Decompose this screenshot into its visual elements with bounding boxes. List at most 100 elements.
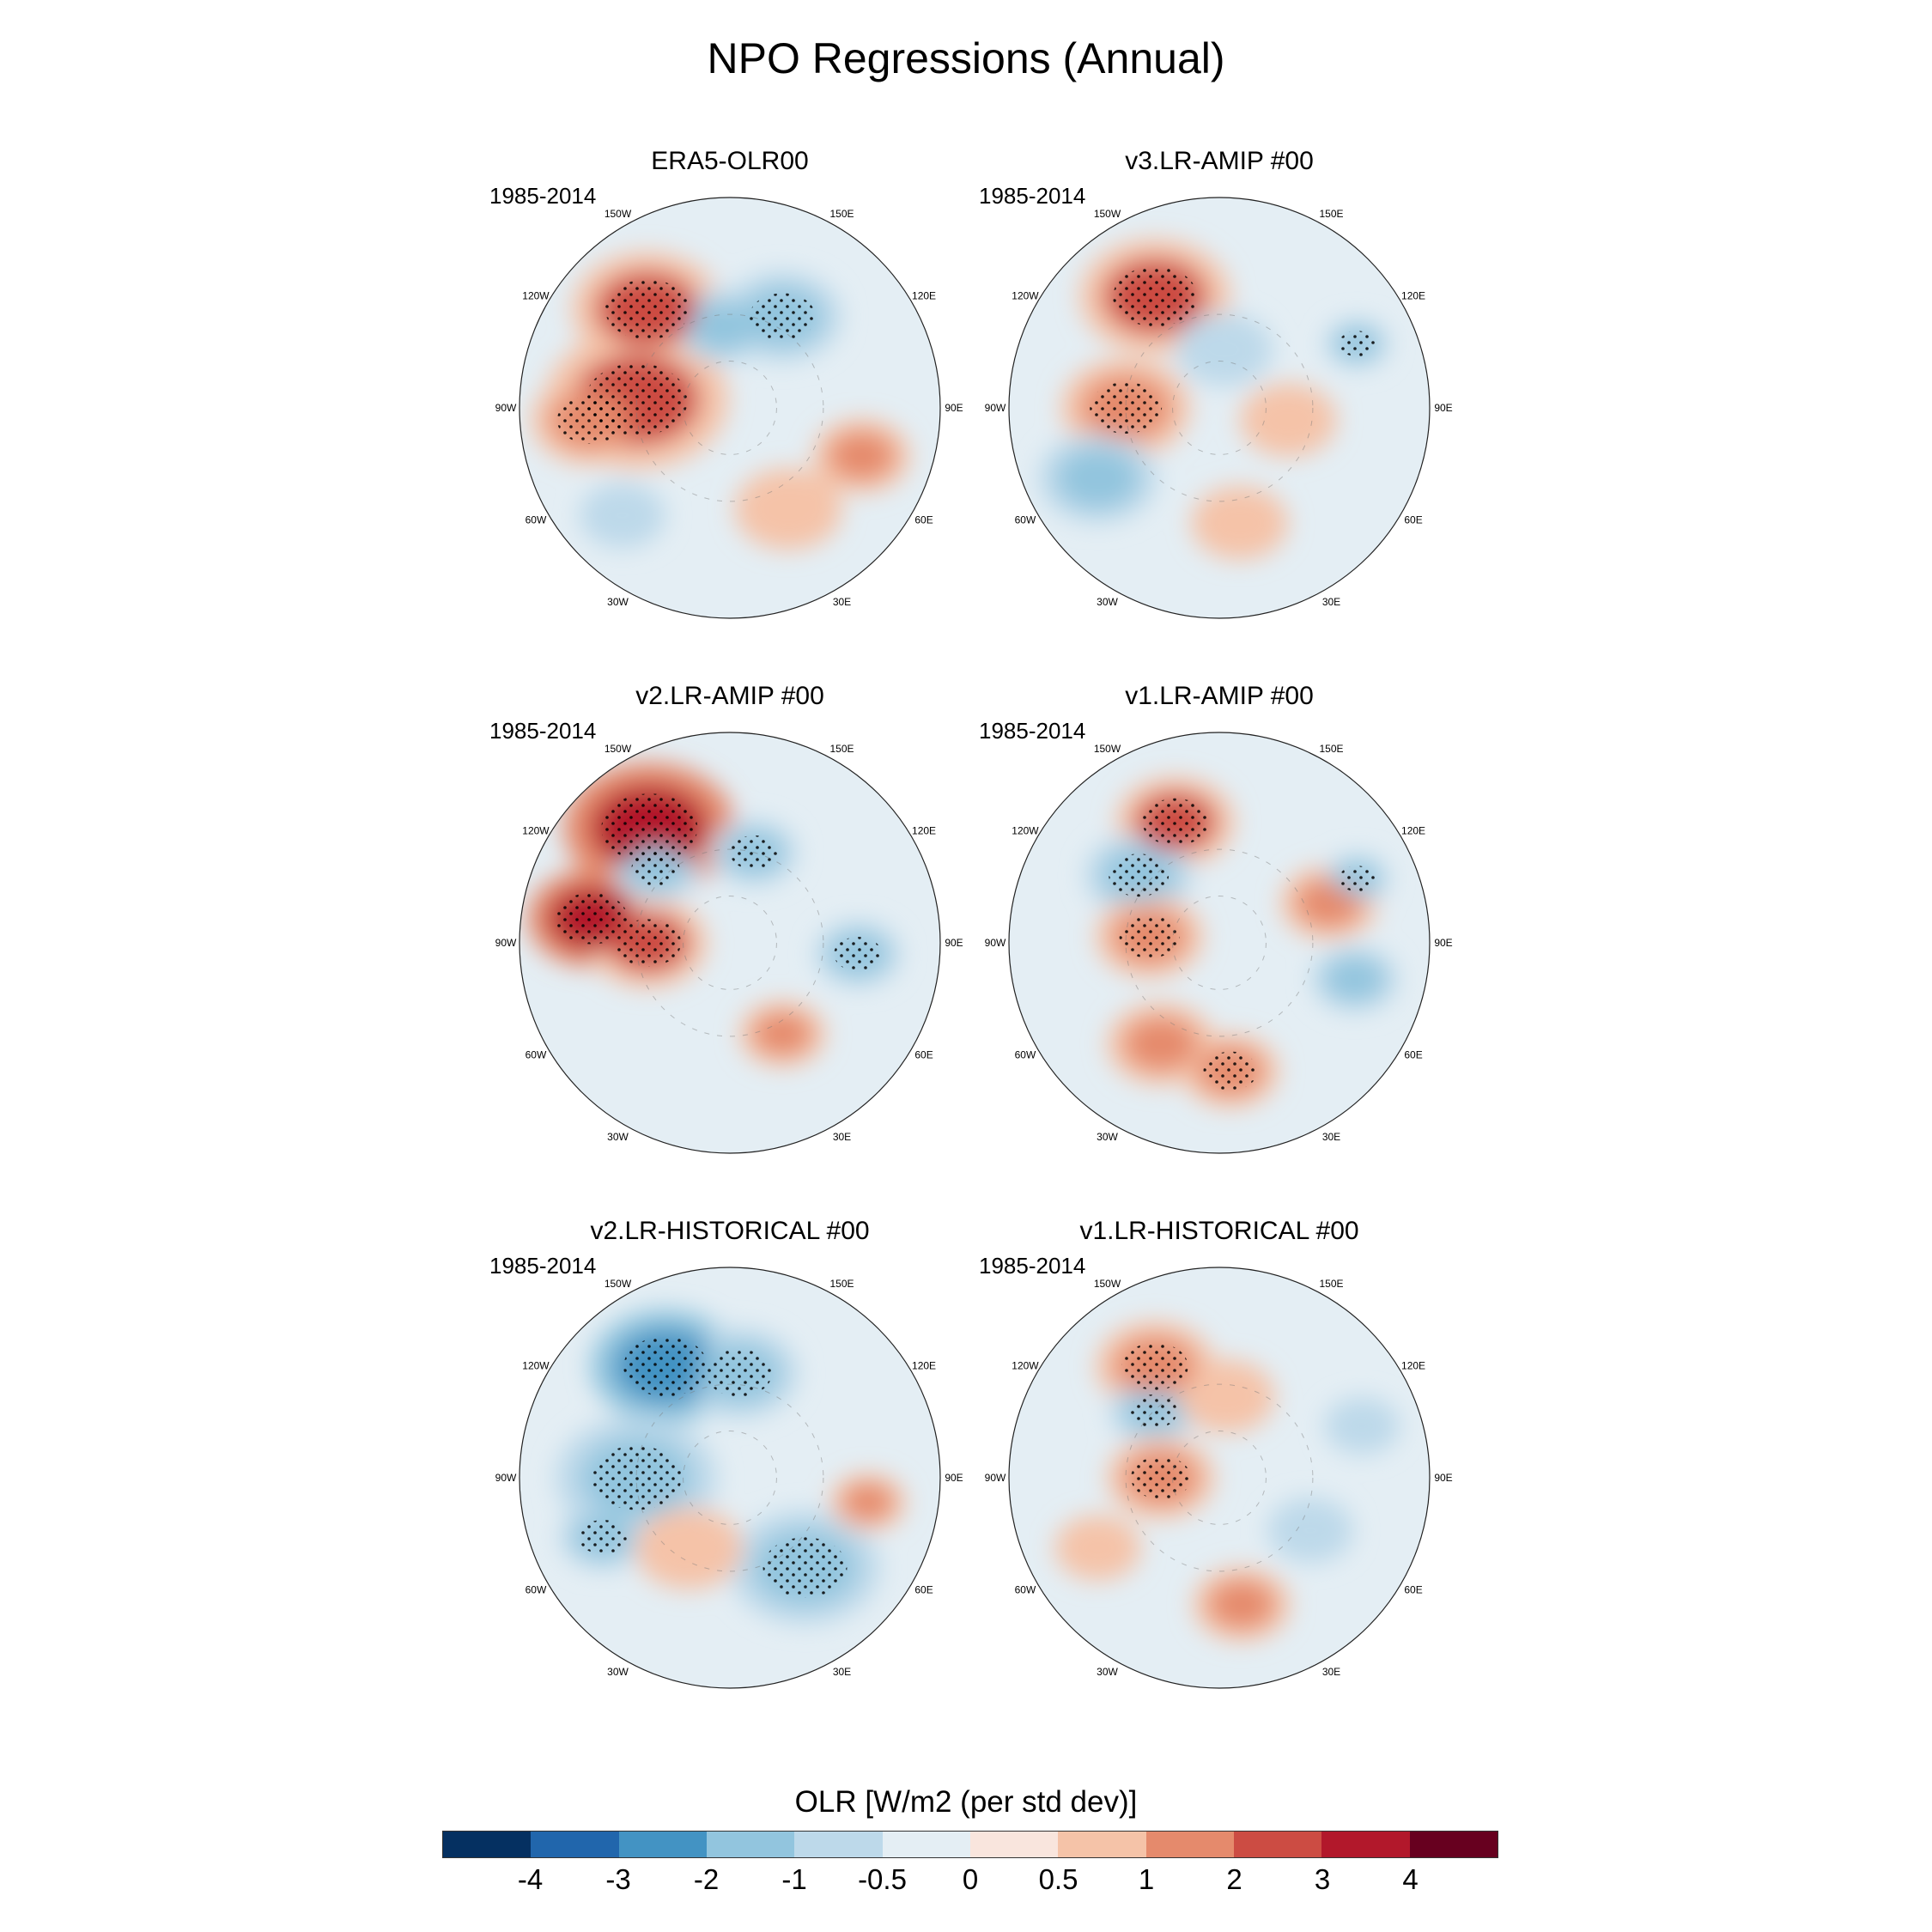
significance-stipple [1113,266,1198,327]
longitude-label: 30W [607,596,629,608]
latitude-circle [683,361,777,455]
panel-period: 1985-2014 [489,1253,597,1279]
panel-title: v1.LR-AMIP #00 [1125,682,1314,710]
anomaly-core [1208,1580,1275,1629]
polar-map: 180 150E 120E 90E 60E 30E 0 30W 60W 90W 120W 150W [985,724,1453,1162]
longitude-label: 90W [985,937,1006,949]
longitude-label: 150W [1094,208,1121,220]
panel-title: v1.LR-HISTORICAL #00 [1079,1217,1359,1245]
latitude-circle [1172,361,1267,455]
colorbar-segment [969,1832,1059,1857]
latitude-circle [635,848,824,1037]
longitude-label: 60W [1015,1584,1036,1596]
longitude-label: 150E [829,1278,854,1290]
longitude-label: 30W [607,1666,629,1678]
colorbar-tick-label: -1 [781,1863,807,1895]
anomaly-core [1255,396,1321,445]
longitude-label: 30W [1097,1666,1118,1678]
significance-stipple [601,793,698,863]
main-title: NPO Regressions (Annual) [707,34,1225,82]
longitude-label: 30W [1097,1131,1118,1143]
latitude-circle [683,1431,777,1525]
colorbar-segment [443,1832,532,1857]
field-layer [1009,1267,1430,1688]
colorbar-tick-label: 1 [1138,1863,1155,1895]
longitude-label: 60E [914,514,933,526]
colorbar-tick-label: -0.5 [858,1863,907,1895]
longitude-label: 30E [1322,596,1340,608]
anomaly-core [1336,1406,1388,1445]
longitude-label: 60W [526,1584,547,1596]
colorbar-segment [794,1832,883,1857]
longitude-label: 120W [522,290,550,302]
significance-stipple [615,919,682,967]
significance-stipple [578,1520,627,1555]
colorbar-segment [1321,1832,1410,1857]
significance-stipple [749,293,816,341]
anomaly-core [751,482,825,536]
map-boundary [1008,197,1431,619]
longitude-label: 0 [1217,1161,1223,1162]
longitude-label: 90W [495,937,517,949]
longitude-label: 0 [1217,626,1223,627]
colorbar-title: OLR [W/m2 (per std dev)] [794,1785,1138,1819]
significance-stipple [556,892,629,945]
polar-map: 180 150E 120E 90E 60E 30E 0 30W 60W 90W 120W 150W [495,189,963,627]
longitude-label: 120W [1012,290,1039,302]
longitude-label: 60E [1404,514,1422,526]
longitude-label: 120W [522,825,550,837]
anomaly-core [1194,1372,1260,1420]
field-layer [519,1267,940,1688]
longitude-label: 90W [495,1472,517,1484]
panel-v3-amip: v3.LR-AMIP #00 1985-2014 180 150E 120E 90E 6… [979,146,1460,627]
longitude-label: 120E [912,1360,936,1372]
colorbar-tick-label: 4 [1402,1863,1419,1895]
panel-title: ERA5-OLR00 [651,147,809,175]
longitude-label: 120E [1401,1360,1425,1372]
longitude-label: 150W [605,743,632,755]
polar-map: 180 150E 120E 90E 60E 30E 0 30W 60W 90W 120W 150W [495,1259,963,1697]
longitude-label: 60W [1015,514,1036,526]
colorbar-tick-label: 2 [1226,1863,1242,1895]
significance-stipple [605,279,690,340]
significance-stipple [556,396,623,444]
panel-period: 1985-2014 [979,1253,1086,1279]
longitude-label: 150W [1094,1278,1121,1290]
latitude-circle [635,1383,824,1572]
longitude-label: 180 [1211,1259,1228,1260]
panel-v1-amip: v1.LR-AMIP #00 1985-2014 180 150E 120E 90E 6… [979,681,1460,1162]
panel-period: 1985-2014 [489,718,597,744]
longitude-label: 150E [1319,1278,1343,1290]
significance-stipple [1203,1051,1258,1091]
longitude-label: 30E [1322,1666,1340,1678]
latitude-circle [635,313,824,502]
longitude-label: 180 [721,724,738,725]
longitude-label: 60W [526,514,547,526]
anomaly-core [1068,1526,1127,1570]
longitude-label: 60W [526,1049,547,1061]
significance-stipple [762,1537,848,1598]
anomaly-core [753,1012,812,1055]
significance-stipple [1339,331,1376,357]
significance-stipple [834,937,883,972]
longitude-label: 150E [1319,743,1343,755]
colorbar-tick-label: 0.5 [1038,1863,1078,1895]
significance-stipple [1142,798,1209,846]
longitude-label: 30E [833,596,851,608]
field-layer [519,732,940,1153]
panel-v2-historical: v2.LR-HISTORICAL #00 1985-2014 180 150E 12… [489,1216,970,1697]
longitude-label: 150W [1094,743,1121,755]
anomaly-core [1281,1509,1340,1552]
colorbar [442,1831,1498,1858]
panel-v2-amip: v2.LR-AMIP #00 1985-2014 180 150E 120E 90E 6… [489,681,970,1162]
anomaly-core [592,494,652,537]
longitude-label: 120E [1401,290,1425,302]
map-boundary [1008,1267,1431,1689]
latitude-circle [1172,896,1267,990]
map-boundary [519,1267,941,1689]
longitude-label: 150W [605,208,632,220]
longitude-label: 90E [945,1472,963,1484]
longitude-label: 60E [914,1584,933,1596]
longitude-label: 30E [833,1131,851,1143]
longitude-label: 90E [1434,402,1452,414]
